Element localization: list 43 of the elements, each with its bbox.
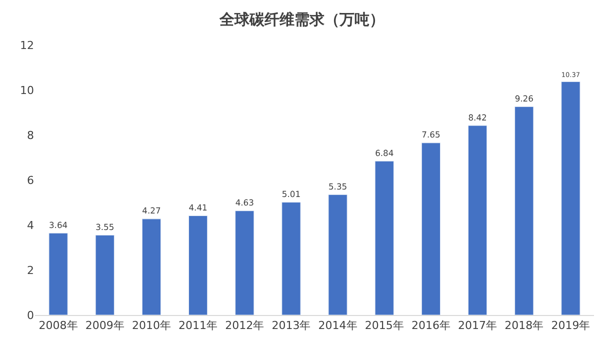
data-label: 7.65 (422, 130, 440, 140)
bar (514, 106, 534, 315)
bar (468, 125, 488, 315)
bar (282, 202, 301, 315)
data-label: 6.84 (375, 148, 394, 158)
bar (188, 216, 208, 315)
bar (328, 194, 348, 315)
bar (235, 210, 254, 315)
data-label: 5.01 (282, 189, 301, 199)
y-tick-label: 10 (20, 84, 34, 97)
bar (374, 160, 394, 315)
x-tick-label: 2018年 (504, 319, 544, 332)
x-tick-label: 2012年 (225, 319, 264, 332)
data-label: 8.42 (468, 112, 487, 122)
x-tick-label: 2015年 (364, 319, 404, 332)
x-tick-label: 2009年 (85, 319, 124, 332)
x-tick-label: 2011年 (178, 319, 218, 332)
x-tick-label: 2010年 (132, 319, 171, 332)
data-label: 4.63 (235, 198, 254, 208)
y-tick-label: 2 (27, 264, 34, 277)
x-tick-label: 2014年 (318, 319, 358, 332)
y-tick-label: 0 (27, 308, 34, 322)
x-tick-label: 2008年 (38, 319, 78, 332)
data-label: 3.55 (96, 222, 114, 232)
bar (421, 142, 441, 315)
data-label: 4.27 (142, 206, 161, 216)
data-label: 3.64 (48, 220, 68, 230)
y-tick-label: 4 (27, 218, 34, 232)
y-tick-label: 8 (27, 128, 34, 142)
data-label: 4.41 (188, 202, 208, 212)
x-tick-label: 2017年 (458, 319, 498, 332)
bar (561, 81, 580, 315)
y-tick-label: 6 (27, 174, 34, 187)
x-tick-label: 2013年 (272, 319, 311, 332)
x-tick-label: 2016年 (411, 319, 450, 332)
data-label: 9.26 (514, 93, 534, 104)
chart-title: 全球碳纤维需求（万吨） (218, 10, 384, 28)
bar (142, 218, 162, 315)
bar (95, 234, 114, 315)
y-tick-label: 12 (20, 38, 34, 52)
x-tick-label: 2019年 (551, 319, 590, 332)
data-label: 5.35 (328, 181, 348, 192)
bar (48, 232, 68, 315)
